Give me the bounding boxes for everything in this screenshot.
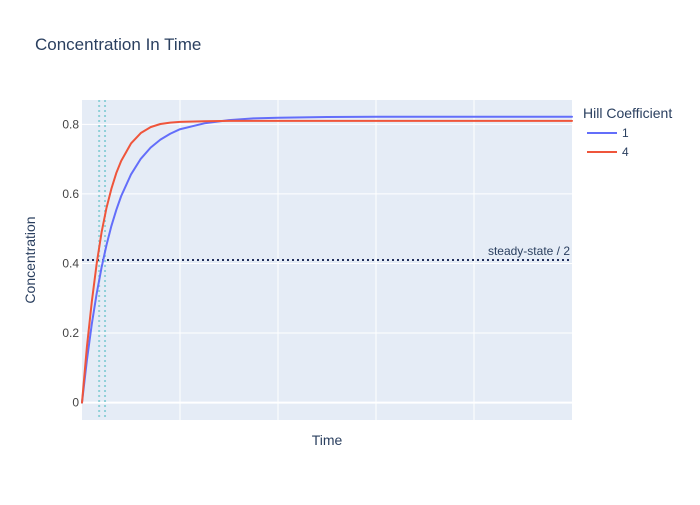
vertical-marker-lines bbox=[98, 100, 107, 420]
chart-title: Concentration In Time bbox=[35, 35, 201, 54]
y-axis-label: Concentration bbox=[22, 216, 38, 303]
y-tick-label: 0.6 bbox=[62, 187, 79, 201]
horizontal-marker-lines: steady-state / 2 bbox=[82, 244, 572, 261]
grid-lines bbox=[82, 100, 572, 420]
y-tick-label: 0.8 bbox=[62, 117, 79, 131]
steady-state-half-label: steady-state / 2 bbox=[488, 244, 570, 258]
series-line-1 bbox=[81, 115, 573, 404]
legend-label-1: 1 bbox=[622, 126, 629, 140]
x-axis-label: Time bbox=[312, 432, 343, 448]
series-line-4 bbox=[81, 119, 573, 404]
y-tick-label: 0 bbox=[72, 396, 79, 410]
legend-items: 14 bbox=[587, 126, 629, 159]
legend-label-4: 4 bbox=[622, 145, 629, 159]
y-tick-label: 0.4 bbox=[62, 256, 79, 270]
legend-title: Hill Coefficient bbox=[583, 105, 672, 121]
y-tick-labels: 0 0.2 0.4 0.6 0.8 bbox=[62, 117, 79, 409]
y-tick-label: 0.2 bbox=[62, 326, 79, 340]
series-lines bbox=[81, 115, 573, 404]
legend: Hill Coefficient 14 bbox=[583, 105, 672, 159]
